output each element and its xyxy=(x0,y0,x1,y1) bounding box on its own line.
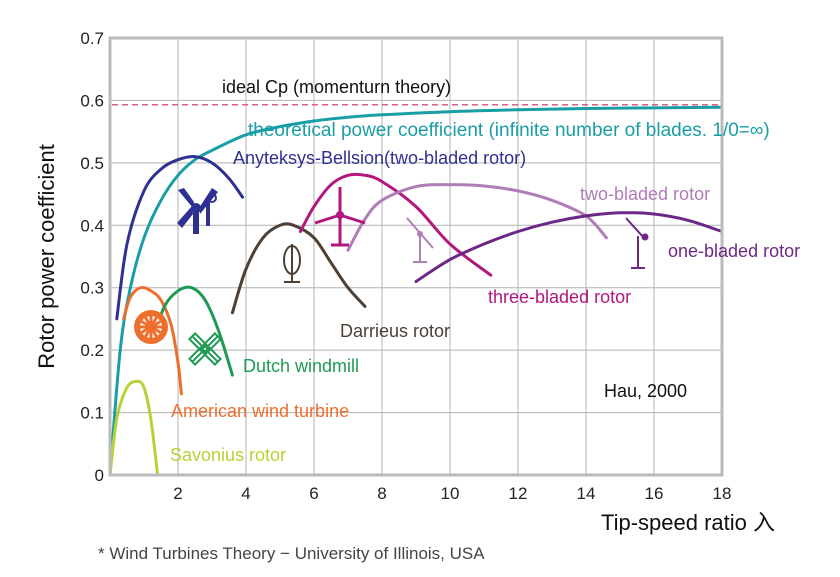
x-tick-label: 8 xyxy=(377,484,386,503)
dutch-windmill-curve xyxy=(152,285,234,377)
two-bladed-rotor-icon xyxy=(406,217,434,263)
three-bladed-curve xyxy=(298,172,493,277)
x-tick-label: 6 xyxy=(309,484,318,503)
y-tick-label: 0.4 xyxy=(80,216,104,235)
multi-blade-wheel-icon xyxy=(134,310,168,344)
y-tick-label: 0.6 xyxy=(80,91,104,110)
x-tick-label: 4 xyxy=(241,484,250,503)
y-tick-label: 0.5 xyxy=(80,154,104,173)
two-bladed-label: two-bladed rotor xyxy=(580,184,710,204)
three-bladed-label: three-bladed rotor xyxy=(488,287,631,307)
savonius-label: Savonius rotor xyxy=(170,445,286,465)
x-tick-label: 18 xyxy=(713,484,732,503)
one-bladed-curve xyxy=(414,211,724,283)
series-curves xyxy=(108,104,724,477)
y-tick-label: 0.7 xyxy=(80,29,104,48)
savonius-curve xyxy=(108,379,160,477)
source-annotation: Hau, 2000 xyxy=(604,381,687,401)
y-tick-label: 0.3 xyxy=(80,279,104,298)
x-axis-label: Tip-speed ratio 入 xyxy=(601,510,775,535)
three-bladed-rotor-icon xyxy=(314,187,366,247)
american-turbine-curve xyxy=(122,285,183,396)
darrieus-curve xyxy=(230,222,367,315)
darrieus-label: Darrieus rotor xyxy=(340,321,450,341)
dutch-windmill-icon xyxy=(188,332,222,366)
theoretical-curve xyxy=(108,105,724,477)
y-tick-label: 0.2 xyxy=(80,341,104,360)
one-bladed-rotor-icon xyxy=(625,217,649,269)
x-tick-label: 16 xyxy=(645,484,664,503)
american-turbine-label: American wind turbine xyxy=(171,401,349,421)
y-tick-label: 0 xyxy=(95,466,104,485)
anyteksys-rotor-icon xyxy=(177,188,218,234)
ideal-cp-label: ideal Cp (momenturn theory) xyxy=(222,77,451,97)
x-tick-label: 14 xyxy=(577,484,596,503)
y-axis-label: Rotor power coefficient xyxy=(34,144,59,369)
footnote: * Wind Turbines Theory − University of I… xyxy=(98,544,485,563)
series-labels: Rotor power coefficient Tip-speed ratio 入… xyxy=(34,77,800,535)
anyteksys-curve xyxy=(115,155,245,321)
rotor-icons xyxy=(134,187,649,366)
plot-frame xyxy=(108,36,724,477)
two-bladed-curve xyxy=(346,183,608,252)
tick-labels: 2 4 6 8 10 12 14 16 18 0 0.1 0.2 0.3 0.4 0.5 0.6 0.7 xyxy=(80,29,731,503)
anyteksys-label: Anyteksys-Bellsion(two-bladed rotor) xyxy=(233,148,526,168)
x-tick-label: 10 xyxy=(441,484,460,503)
one-bladed-label: one-bladed rotor xyxy=(668,241,800,261)
x-tick-label: 2 xyxy=(173,484,182,503)
y-tick-label: 0.1 xyxy=(80,404,104,423)
x-tick-label: 12 xyxy=(509,484,528,503)
darrieus-rotor-icon xyxy=(283,244,301,283)
dutch-windmill-label: Dutch windmill xyxy=(243,356,359,376)
theoretical-label: theoretical power coefficient (infinite … xyxy=(248,120,770,141)
